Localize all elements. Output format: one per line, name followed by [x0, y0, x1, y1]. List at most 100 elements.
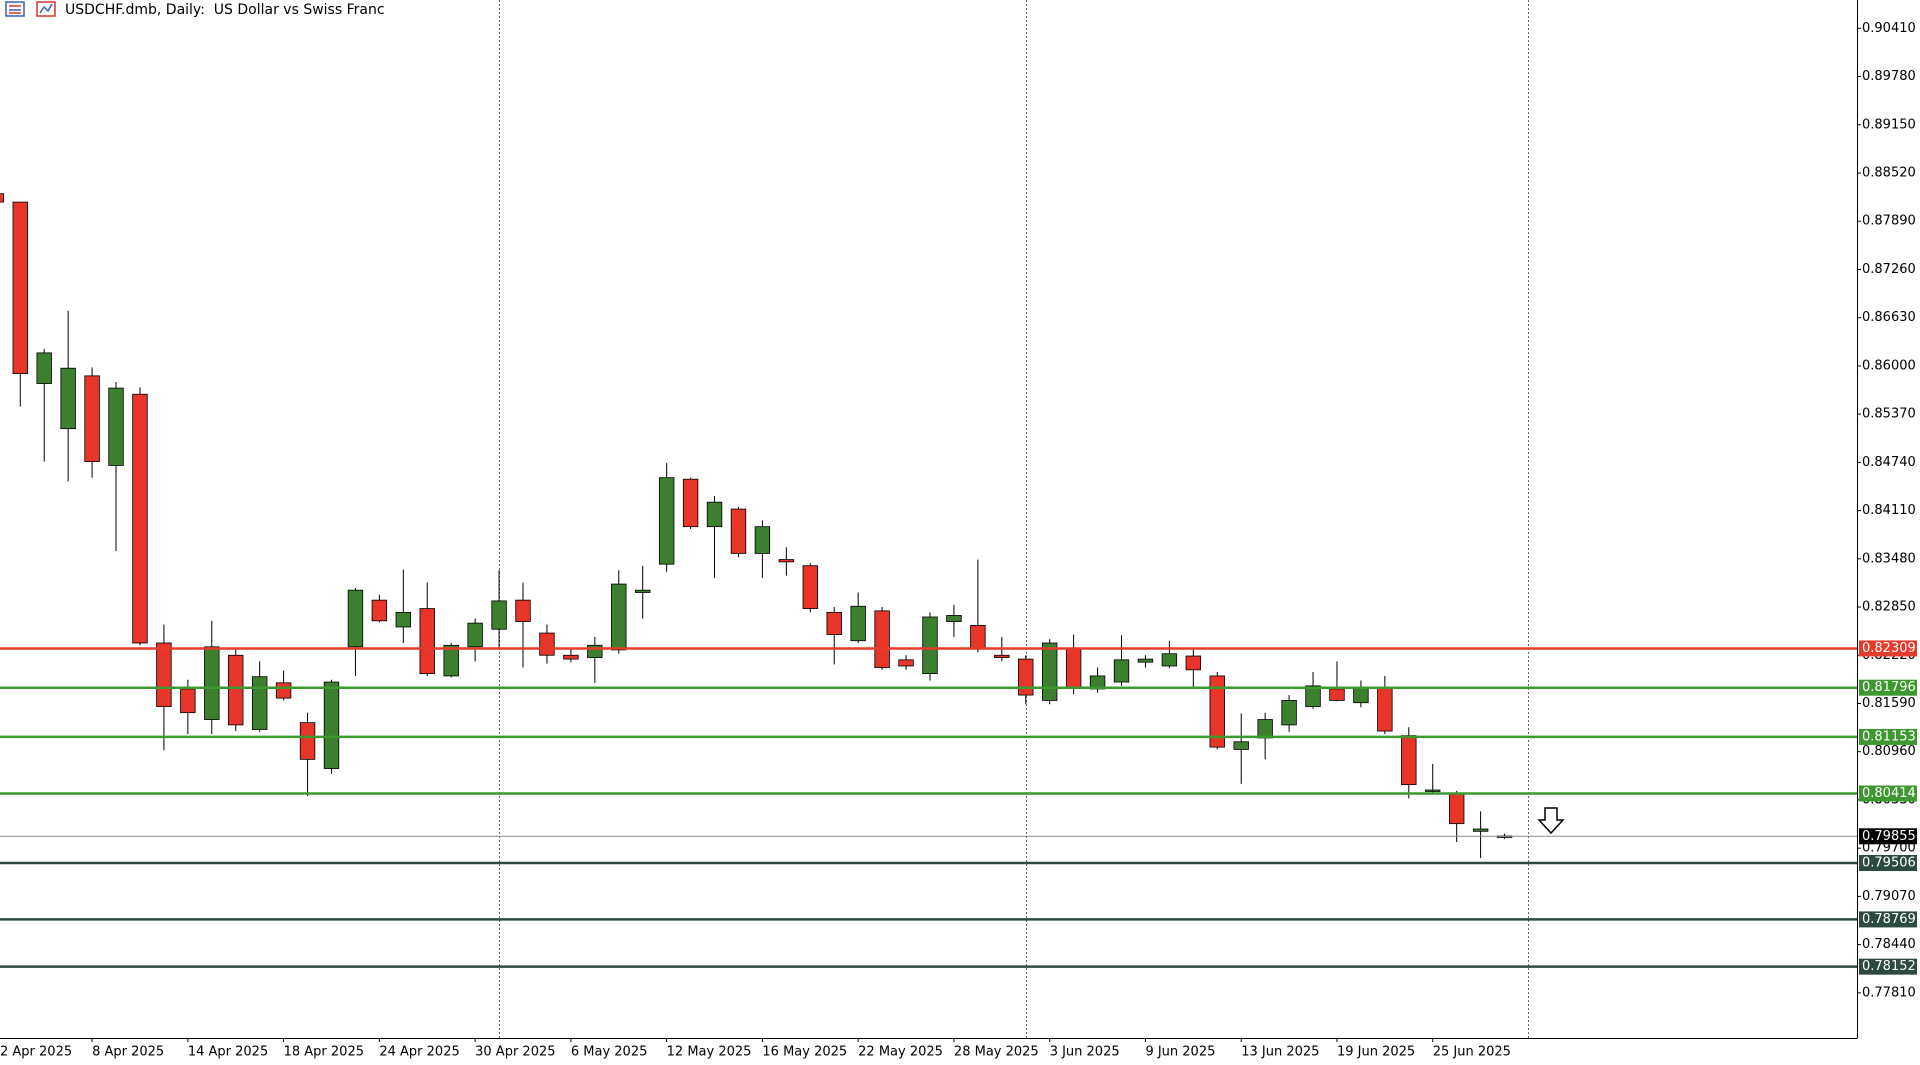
candle-body	[1018, 658, 1034, 696]
candle-body	[491, 600, 507, 630]
candle-body	[874, 610, 890, 668]
x-tick-label: 6 May 2025	[571, 1045, 648, 1060]
candle-body	[1281, 700, 1297, 726]
candle-body	[635, 589, 651, 593]
candle-body	[1329, 688, 1345, 701]
candle-body	[850, 605, 866, 642]
y-tick-label: 0.84110	[1862, 503, 1916, 518]
icon	[5, 1, 25, 17]
candle-body	[323, 681, 340, 769]
x-tick-label: 25 Jun 2025	[1433, 1045, 1511, 1060]
candle-body	[1161, 653, 1178, 667]
price-tag	[1859, 785, 1917, 802]
y-tick-label: 0.83480	[1862, 551, 1916, 566]
candle-body	[563, 654, 579, 660]
candle-body	[1353, 687, 1369, 704]
y-tick-label: 0.86000	[1862, 358, 1916, 373]
candle-body	[36, 352, 52, 384]
candle-body	[395, 611, 412, 628]
x-tick-label: 19 Jun 2025	[1337, 1045, 1415, 1060]
price-tag-label: 0.78152	[1862, 959, 1916, 974]
candle-body	[970, 625, 986, 650]
candle-body	[1113, 659, 1130, 683]
y-tick-label: 0.88520	[1862, 166, 1916, 181]
candle-body	[1257, 719, 1273, 739]
candle-body	[156, 642, 172, 707]
candle-body	[1185, 655, 1202, 671]
y-tick-label: 0.87260	[1862, 262, 1916, 277]
y-tick-label: 0.80960	[1862, 744, 1916, 759]
candle-body	[611, 583, 627, 651]
candle-body	[754, 526, 771, 554]
candle-body	[132, 393, 148, 644]
candle-body	[419, 608, 435, 675]
y-tick-label: 0.85370	[1862, 407, 1916, 422]
price-tag-label: 0.81153	[1862, 729, 1916, 744]
price-tag	[1859, 911, 1917, 928]
price-tag-label: 0.79855	[1862, 829, 1916, 844]
candle-body	[587, 644, 603, 658]
candle-body	[1233, 741, 1249, 750]
price-tag-label: 0.78769	[1862, 912, 1916, 927]
candle-body	[682, 478, 699, 528]
x-tick-label: 13 Jun 2025	[1241, 1045, 1319, 1060]
candle-body	[60, 367, 76, 430]
x-tick-label: 3 Jun 2025	[1050, 1045, 1120, 1060]
candle-body	[898, 659, 914, 667]
candle-body	[251, 676, 268, 730]
candle-body	[275, 682, 292, 699]
y-tick-label: 0.78440	[1862, 937, 1916, 952]
x-tick-label: 9 Jun 2025	[1145, 1045, 1215, 1060]
candle-body	[347, 589, 364, 648]
candle-body	[1305, 685, 1321, 707]
x-tick-label: 18 Apr 2025	[284, 1045, 364, 1060]
price-tag-label: 0.81796	[1862, 680, 1916, 695]
price-tag	[1859, 958, 1917, 975]
candle-body	[994, 654, 1010, 658]
period-separators	[499, 0, 1529, 1038]
candle-body	[204, 646, 220, 720]
y-tick-label: 0.86630	[1862, 310, 1916, 325]
price-tag-label: 0.79506	[1862, 856, 1916, 871]
price-tag	[1859, 679, 1917, 696]
plot-area	[0, 193, 1513, 859]
candle-body	[180, 688, 196, 714]
candle-body	[1377, 687, 1393, 732]
candle-body	[1209, 675, 1225, 748]
y-tick-label: 0.79070	[1862, 889, 1916, 904]
x-tick-label: 30 Apr 2025	[475, 1045, 555, 1060]
candle-body	[826, 611, 842, 635]
candle-body	[922, 616, 938, 675]
x-tick-label: 12 May 2025	[667, 1045, 752, 1060]
y-tick-label: 0.84740	[1862, 455, 1916, 470]
x-tick-label: 22 May 2025	[858, 1045, 943, 1060]
candle-body	[443, 644, 459, 677]
candle-body	[1448, 792, 1465, 825]
price-tag-label: 0.80414	[1862, 786, 1916, 801]
price-tag	[1859, 855, 1917, 872]
candle-body	[108, 387, 124, 466]
candle-body	[515, 599, 531, 622]
y-tick-label: 0.89780	[1862, 69, 1916, 84]
candle-body	[706, 501, 723, 528]
candle-body	[1065, 648, 1082, 689]
y-tick-label: 0.79700	[1862, 841, 1916, 856]
sell-arrow	[1537, 807, 1565, 835]
price-tag	[1859, 828, 1917, 845]
x-tick-label: 24 Apr 2025	[379, 1045, 459, 1060]
candle-body	[12, 201, 28, 374]
y-tick-label: 0.81590	[1862, 696, 1916, 711]
candle-body	[84, 375, 100, 462]
x-tick-label: 28 May 2025	[954, 1045, 1039, 1060]
candle-body	[228, 654, 244, 726]
candle-body	[946, 615, 962, 622]
candle-body	[1401, 735, 1417, 786]
chart-title: USDCHF.dmb, Daily: US Dollar vs Swiss Fr…	[65, 2, 385, 18]
chart-icons	[5, 1, 56, 17]
y-tick-label: 0.77810	[1862, 985, 1916, 1000]
candle-body	[658, 477, 675, 565]
y-tick-label: 0.82850	[1862, 600, 1916, 615]
x-tick-label: 8 Apr 2025	[92, 1045, 164, 1060]
